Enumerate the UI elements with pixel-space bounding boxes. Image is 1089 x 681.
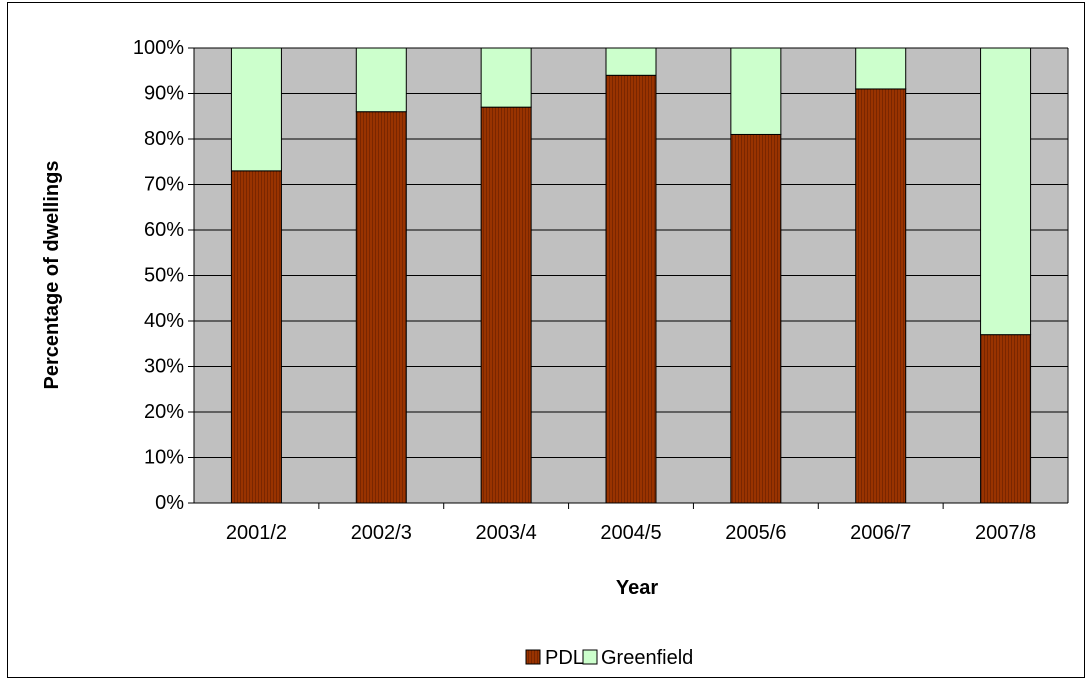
y-tick-label: 30% (144, 356, 184, 378)
bar-greenfield (980, 47, 1032, 336)
y-tick-label: 80% (144, 128, 184, 150)
y-tick-label: 60% (144, 219, 184, 241)
y-tick-label: 70% (144, 174, 184, 196)
bar-greenfield (855, 47, 907, 90)
y-tick-label: 50% (144, 265, 184, 287)
bar-pdl (855, 88, 907, 504)
bar-greenfield (730, 47, 782, 135)
y-tick-label: 90% (144, 83, 184, 105)
x-tick-label: 2001/2 (226, 522, 287, 544)
legend: PDL Greenfield (525, 647, 693, 669)
legend-swatch-pdl (525, 649, 541, 665)
y-tick-label: 0% (155, 492, 184, 514)
x-tick-label: 2006/7 (850, 522, 911, 544)
legend-label-greenfield: Greenfield (601, 647, 693, 669)
x-tick-labels: 2001/2 2002/3 2003/4 2004/5 2005/6 2006/7 2007… (226, 522, 1036, 544)
bar-greenfield (230, 47, 282, 172)
x-axis-title: Year (616, 577, 658, 599)
bar-greenfield (480, 47, 532, 108)
x-tick-label: 2005/6 (725, 522, 786, 544)
x-tick-label: 2002/3 (351, 522, 412, 544)
legend-swatch-greenfield (582, 649, 598, 665)
bar-greenfield (605, 47, 657, 76)
bar-pdl (605, 74, 657, 504)
y-tick-labels: 0% 10% 20% 30% 40% 50% 60% 70% 80% 90% 100% (133, 37, 184, 514)
x-tick-label: 2004/5 (600, 522, 661, 544)
bar-pdl (730, 133, 782, 504)
bar-greenfield (355, 47, 407, 113)
x-tick-label: 2003/4 (476, 522, 537, 544)
axes (188, 47, 1069, 509)
x-tick-label: 2007/8 (975, 522, 1036, 544)
legend-label-pdl: PDL (545, 647, 584, 669)
y-tick-label: 20% (144, 401, 184, 423)
y-tick-label: 10% (144, 447, 184, 469)
bar-pdl (980, 334, 1032, 504)
bar-pdl (230, 170, 282, 504)
bar-pdl (355, 111, 407, 504)
y-tick-label: 100% (133, 37, 184, 59)
y-axis-title: Percentage of dwellings (41, 161, 63, 390)
y-tick-label: 40% (144, 310, 184, 332)
bar-pdl (480, 106, 532, 504)
bars (230, 47, 1032, 504)
